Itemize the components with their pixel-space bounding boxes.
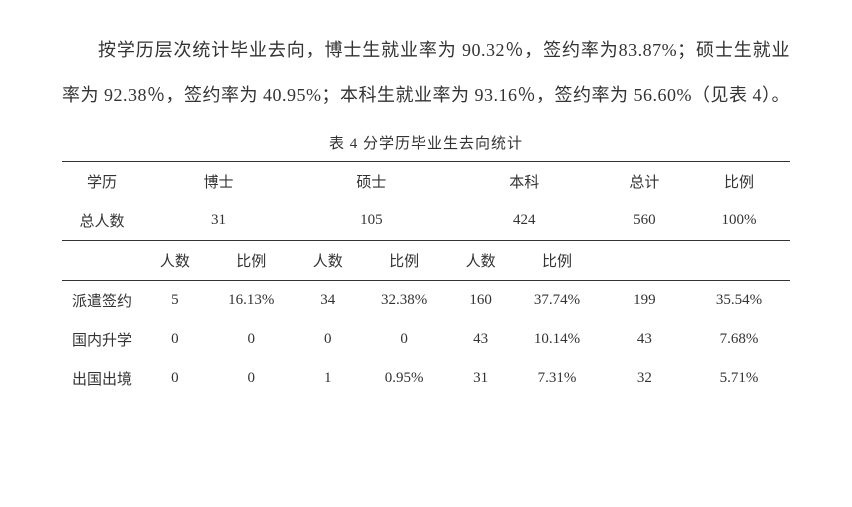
- subhead-spacer: [62, 241, 142, 281]
- subhead-phd-n: 人数: [142, 241, 208, 281]
- cell: 34: [295, 281, 361, 321]
- cell: 10.14%: [513, 320, 600, 359]
- cell: 37.74%: [513, 281, 600, 321]
- cell: 7.31%: [513, 359, 600, 398]
- body-paragraph: 按学历层次统计毕业去向，博士生就业率为 90.32％，签约率为83.87%；硕士…: [62, 28, 790, 118]
- totals-ratio: 100%: [688, 201, 790, 241]
- col-phd: 博士: [142, 162, 295, 202]
- cell: 1: [295, 359, 361, 398]
- cell: 32: [601, 359, 688, 398]
- cell: 43: [448, 320, 514, 359]
- subhead-bac-r: 比例: [513, 241, 600, 281]
- cell: 0: [142, 359, 208, 398]
- cell: 7.68%: [688, 320, 790, 359]
- cell: 199: [601, 281, 688, 321]
- cell: 16.13%: [208, 281, 295, 321]
- col-ratio: 比例: [688, 162, 790, 202]
- stats-table: 学历 博士 硕士 本科 总计 比例 总人数 31 105 424 560 100…: [62, 161, 790, 398]
- cell: 160: [448, 281, 514, 321]
- col-degree: 学历: [62, 162, 142, 202]
- page: 按学历层次统计毕业去向，博士生就业率为 90.32％，签约率为83.87%；硕士…: [0, 0, 852, 398]
- col-bachelor: 本科: [448, 162, 601, 202]
- totals-label: 总人数: [62, 201, 142, 241]
- cell: 0: [295, 320, 361, 359]
- cell: 32.38%: [360, 281, 447, 321]
- table-row: 国内升学 0 0 0 0 43 10.14% 43 7.68%: [62, 320, 790, 359]
- table-header-row: 学历 博士 硕士 本科 总计 比例: [62, 162, 790, 202]
- cell: 0: [208, 359, 295, 398]
- cell: 0: [208, 320, 295, 359]
- subhead-bac-n: 人数: [448, 241, 514, 281]
- subhead-mas-r: 比例: [360, 241, 447, 281]
- row-label: 出国出境: [62, 359, 142, 398]
- cell: 5.71%: [688, 359, 790, 398]
- row-label: 国内升学: [62, 320, 142, 359]
- totals-bachelor: 424: [448, 201, 601, 241]
- totals-phd: 31: [142, 201, 295, 241]
- cell: 35.54%: [688, 281, 790, 321]
- cell: 43: [601, 320, 688, 359]
- col-master: 硕士: [295, 162, 448, 202]
- totals-master: 105: [295, 201, 448, 241]
- table-row: 派遣签约 5 16.13% 34 32.38% 160 37.74% 199 3…: [62, 281, 790, 321]
- subhead-phd-r: 比例: [208, 241, 295, 281]
- subhead-mas-n: 人数: [295, 241, 361, 281]
- cell: 0.95%: [360, 359, 447, 398]
- table-caption: 表 4 分学历毕业生去向统计: [62, 132, 790, 153]
- cell: 5: [142, 281, 208, 321]
- row-label: 派遣签约: [62, 281, 142, 321]
- cell: 31: [448, 359, 514, 398]
- totals-total: 560: [601, 201, 688, 241]
- cell: 0: [142, 320, 208, 359]
- cell: 0: [360, 320, 447, 359]
- table-subhead-row: 人数 比例 人数 比例 人数 比例: [62, 241, 790, 281]
- table-totals-row: 总人数 31 105 424 560 100%: [62, 201, 790, 241]
- col-total: 总计: [601, 162, 688, 202]
- table-row: 出国出境 0 0 1 0.95% 31 7.31% 32 5.71%: [62, 359, 790, 398]
